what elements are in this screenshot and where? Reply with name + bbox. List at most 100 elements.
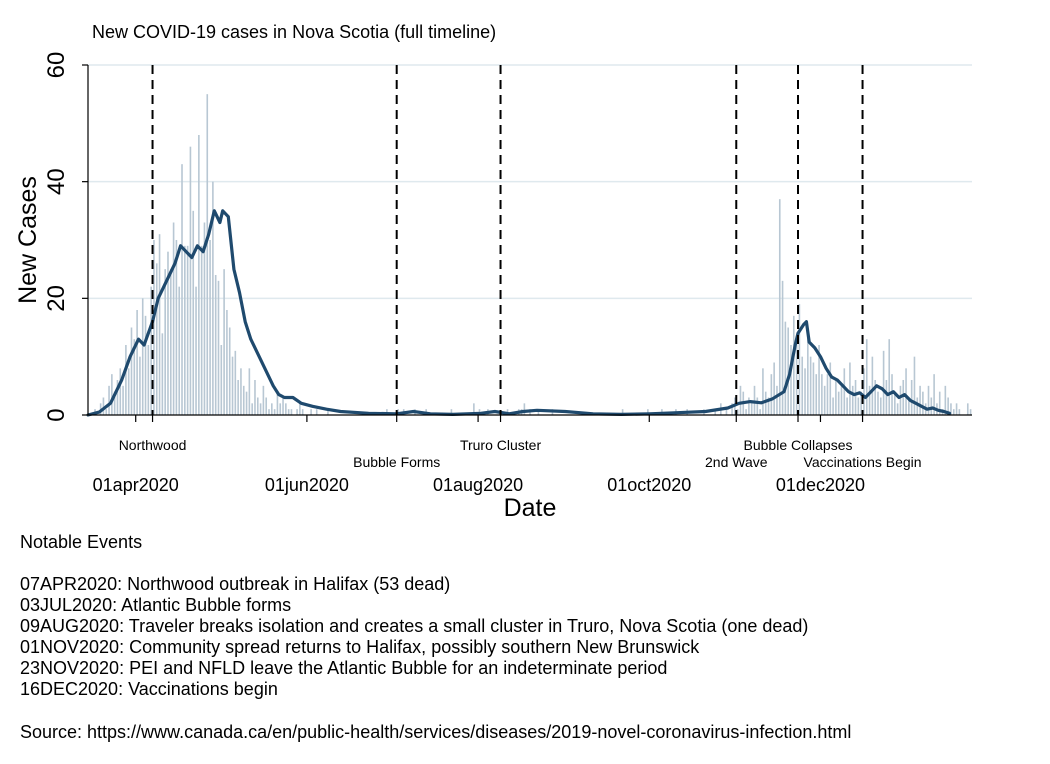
case-bar <box>792 315 795 415</box>
event-note: 23NOV2020: PEI and NFLD leave the Atlant… <box>20 658 668 678</box>
case-bar <box>259 403 262 415</box>
case-bar <box>927 385 930 415</box>
case-bar <box>885 380 888 415</box>
case-bar <box>102 397 105 415</box>
x-tick-label: 01jun2020 <box>265 475 349 495</box>
case-bar <box>184 245 186 415</box>
event-label: Bubble Forms <box>353 454 440 470</box>
case-bar <box>770 374 773 415</box>
case-bar <box>473 403 475 415</box>
case-bar <box>647 409 649 415</box>
case-bar <box>282 397 284 415</box>
case-bar <box>966 403 969 415</box>
y-axis-label: New Cases <box>14 176 42 304</box>
case-bar <box>798 304 801 415</box>
case-bar <box>203 222 206 415</box>
event-label: Bubble Collapses <box>744 437 853 453</box>
case-bar <box>731 403 733 415</box>
case-bar <box>952 409 955 415</box>
notable-events: Notable Events 07APR2020: Northwood outb… <box>20 532 808 700</box>
case-bar <box>714 409 717 415</box>
case-bar <box>621 409 624 415</box>
case-bar <box>287 409 290 415</box>
case-bar <box>843 368 846 415</box>
event-markers: Northwood Bubble Forms Truro Cluster 2nd Wa… <box>119 65 922 470</box>
case-bar <box>835 380 837 415</box>
case-bar <box>299 403 301 415</box>
case-bar <box>223 269 225 415</box>
case-bar <box>776 385 778 415</box>
axes <box>87 65 972 416</box>
x-tick-label: 01dec2020 <box>776 475 865 495</box>
case-bar <box>251 403 253 415</box>
case-bar <box>237 380 239 415</box>
case-bar <box>315 409 318 415</box>
case-bar <box>854 380 857 415</box>
case-bar <box>245 391 248 415</box>
case-bar <box>750 403 753 415</box>
case-bar <box>186 245 189 415</box>
case-bar <box>206 94 209 416</box>
case-bar <box>950 403 952 415</box>
gridlines <box>88 64 972 300</box>
case-bar <box>198 135 200 415</box>
case-bar <box>178 286 181 415</box>
case-bar <box>767 397 770 415</box>
case-bar <box>815 374 818 415</box>
case-bar <box>910 380 913 415</box>
case-bar <box>865 339 868 415</box>
case-bar <box>778 199 781 415</box>
case-bar <box>829 362 832 415</box>
case-bar <box>220 345 223 415</box>
case-bar <box>790 345 792 415</box>
y-tick-label: 0 <box>43 408 70 421</box>
case-bar <box>153 240 155 415</box>
case-bar <box>240 368 242 415</box>
case-bar <box>189 146 192 415</box>
case-bar <box>826 374 829 415</box>
case-bar <box>916 397 919 415</box>
case-bar <box>285 403 287 415</box>
y-tick-label: 40 <box>43 168 70 195</box>
case-bar <box>254 380 256 415</box>
case-bar <box>784 321 787 415</box>
case-bar <box>795 339 798 415</box>
x-axis-label: Date <box>504 494 557 522</box>
case-bar <box>271 403 273 415</box>
case-bar <box>209 240 211 415</box>
case-bar <box>837 391 840 415</box>
case-bar <box>242 385 245 415</box>
case-bar <box>787 327 789 415</box>
case-bar <box>130 327 133 415</box>
case-bar <box>762 368 764 415</box>
case-bar <box>273 409 276 415</box>
case-bar <box>279 403 282 415</box>
case-bar <box>840 385 843 415</box>
event-note: 16DEC2020: Vaccinations begin <box>20 679 278 699</box>
case-bar <box>922 391 924 415</box>
case-bar <box>874 380 876 415</box>
case-bar <box>122 385 124 415</box>
case-bar <box>169 269 172 415</box>
case-bar <box>896 403 899 415</box>
event-label: Northwood <box>119 437 187 453</box>
case-bar <box>913 356 916 415</box>
case-bar <box>181 164 183 415</box>
case-bar <box>450 409 453 415</box>
case-bar <box>823 385 826 415</box>
case-bar <box>108 385 110 415</box>
case-bar <box>150 286 152 415</box>
case-bar <box>136 310 138 415</box>
case-bar <box>938 391 941 415</box>
case-bar <box>919 385 921 415</box>
case-bar <box>908 397 910 415</box>
case-bar <box>164 269 166 415</box>
case-bar <box>812 362 815 415</box>
case-bar <box>296 409 298 415</box>
case-bar <box>200 245 203 415</box>
rolling-average-line <box>86 209 952 417</box>
case-bar <box>276 391 279 415</box>
event-note: 03JUL2020: Atlantic Bubble forms <box>20 595 292 615</box>
case-bar <box>265 397 268 415</box>
notes-title: Notable Events <box>20 532 143 552</box>
